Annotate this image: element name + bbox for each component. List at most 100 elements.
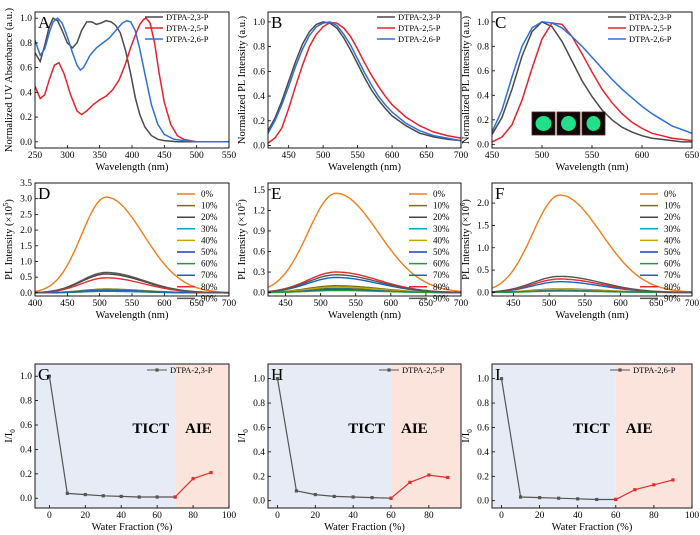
x-tick-label: 500 (316, 151, 331, 161)
data-point (408, 480, 412, 484)
y-axis-label-main: PL Intensity (×10 (237, 206, 248, 280)
y-tick-label: 0.6 (20, 421, 32, 431)
panel-b: 450 500 550 600 650 700 0.0 0.2 0.4 0.6 0.8 1.0 Wave… (237, 11, 469, 173)
y-tick-label: 1.0 (20, 372, 32, 382)
legend-label: 10% (664, 201, 681, 211)
x-tick-label: 700 (454, 151, 469, 161)
y-axis-label-main: I/I (461, 432, 472, 442)
y-tick-label: 0.9 (253, 227, 265, 237)
panel-letter: G (38, 365, 50, 384)
y-tick-label: 3.5 (20, 179, 32, 189)
aie-series-line (390, 474, 448, 499)
legend-label: 10% (201, 201, 218, 211)
legend-label: 70% (433, 270, 450, 280)
x-axis-label: Water Fraction (%) (324, 522, 405, 533)
data-point (332, 494, 336, 499)
data-layer-a (35, 17, 229, 143)
x-axis-label: Wavelength (nm) (556, 310, 629, 321)
axes-frame (267, 182, 462, 297)
y-axis-label-main: I/I (237, 432, 248, 442)
legend-label: 40% (433, 235, 450, 245)
x-tick-label: 700 (685, 299, 700, 309)
x-tick-label: 0 (499, 511, 504, 521)
x-axis-label: Wavelength (nm) (328, 310, 401, 321)
panel-letter: E (271, 184, 281, 203)
data-point (137, 495, 141, 499)
legend-label: DTPA-2,3-P (398, 12, 441, 22)
data-point (294, 489, 298, 493)
aie-region (175, 364, 229, 508)
x-tick-label: 550 (585, 151, 600, 161)
data-point (389, 496, 393, 500)
y-tick-label: 0.5 (20, 273, 32, 283)
legend-label: 50% (664, 247, 681, 257)
series-line-dtpa-2-6-p (35, 17, 229, 143)
x-tick-label: 550 (578, 299, 593, 309)
data-layer-d (35, 196, 229, 294)
legend-label: DTPA-2,6-P (166, 34, 209, 44)
legend-label: 60% (664, 259, 681, 269)
tict-label: TICT (132, 421, 169, 437)
x-tick-label: 60 (611, 511, 621, 521)
y-tick-label: 2.5 (20, 210, 32, 220)
y-tick-label: 1.0 (477, 18, 489, 28)
x-tick-label: 650 (685, 151, 700, 161)
data-point (155, 495, 159, 499)
legend-label: 40% (664, 235, 681, 245)
y-tick-label: 1.5 (20, 242, 32, 252)
tict-label: TICT (573, 421, 610, 437)
y-tick-label: 0.6 (477, 423, 489, 433)
legend-label: 90% (201, 293, 218, 303)
y-tick-label: 1.5 (253, 186, 265, 196)
legend-label: 60% (201, 259, 218, 269)
panel-h: 0 20 40 60 80 0.0 0.2 0.4 0.6 0.8 1.0 Water Fractio… (237, 363, 462, 533)
y-axis-label-main: Normalized PL Intensity (a.u.) (461, 15, 472, 144)
legend-label: 20% (433, 212, 450, 222)
y-tick-label: 0.4 (253, 92, 265, 102)
y-tick-label: 0.2 (20, 113, 32, 123)
x-tick-label: 300 (60, 151, 75, 161)
x-tick-label: 400 (125, 151, 140, 161)
legend-label: DTPA-2,3-P (166, 12, 209, 22)
series-line-0pct (268, 192, 461, 293)
x-tick-label: 550 (349, 299, 364, 309)
data-point (275, 377, 280, 381)
data-layer-e (268, 192, 461, 294)
data-point (518, 495, 523, 499)
y-tick-label: 0.8 (477, 399, 489, 409)
legend-label: DTPA-2,5-P (166, 23, 209, 33)
legend-label: 50% (201, 247, 218, 257)
x-tick-label: 40 (348, 511, 358, 521)
y-axis-label-end: ) (4, 199, 15, 203)
x-tick-label: 80 (188, 511, 198, 521)
y-tick-label: 0.8 (253, 399, 265, 409)
y-tick-label: 3.0 (20, 195, 32, 205)
panel-letter: C (495, 13, 506, 32)
x-tick-label: 650 (649, 299, 664, 309)
panel-i: 0 20 40 60 80 100 0.0 0.2 0.4 0.6 0.8 1.0 Water Frac… (461, 363, 699, 533)
data-point (191, 477, 195, 481)
panel-letter: F (495, 184, 504, 203)
data-point (209, 471, 213, 475)
y-axis-label-exponent: 6 (459, 202, 467, 206)
x-tick-label: 500 (314, 299, 329, 309)
data-layer-c (492, 20, 692, 143)
aie-label: AIE (626, 421, 653, 437)
legend-label: 10% (433, 201, 450, 211)
x-tick-label: 450 (506, 299, 521, 309)
legend-label: 20% (664, 212, 681, 222)
x-tick-label: 60 (386, 511, 396, 521)
y-tick-label: 0.4 (477, 448, 489, 458)
x-tick-label: 700 (454, 299, 469, 309)
tict-label: TICT (348, 421, 385, 437)
panel-letter: A (38, 13, 51, 32)
panel-e: 450 500 550 600 650 700 0.0 0.3 0.6 0.9 1.2 1.5 Wave… (235, 182, 469, 321)
y-axis-label: PL Intensity (×105) (235, 199, 248, 280)
data-point (671, 478, 675, 482)
x-tick-label: 550 (125, 299, 140, 309)
series-line-60pct (268, 289, 461, 294)
x-tick-label: 0 (275, 511, 280, 521)
legend-label: 80% (664, 282, 681, 292)
x-tick-label: 550 (350, 151, 365, 161)
tict-region (268, 364, 391, 508)
